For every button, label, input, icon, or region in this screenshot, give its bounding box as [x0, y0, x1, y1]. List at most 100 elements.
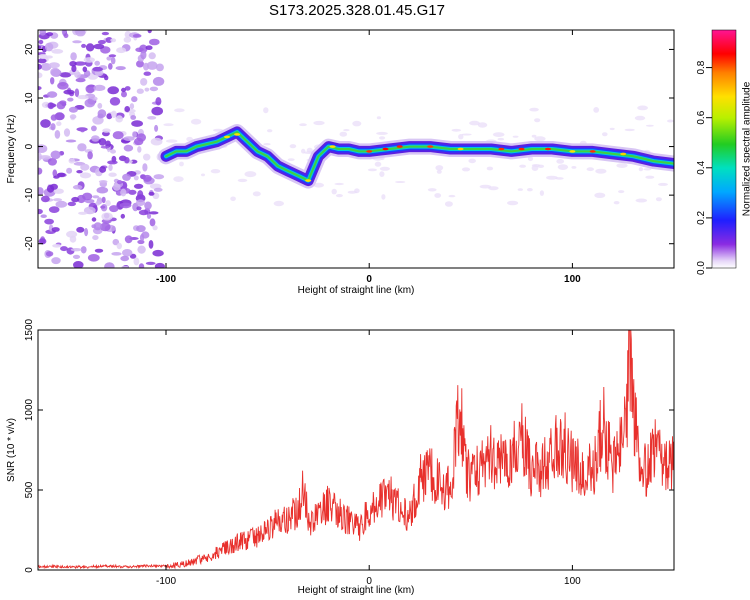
spectrogram-noise-blob	[121, 87, 126, 93]
spectrogram-noise-blob	[112, 131, 124, 140]
spectrogram-noise-blob	[133, 257, 140, 266]
spectrogram-noise-blob	[149, 218, 156, 227]
spectrogram-noise-blob	[142, 163, 148, 172]
spectrogram-noise-blob	[75, 77, 86, 83]
spectrogram-noise-blob	[122, 249, 133, 257]
spectrogram-faint-blob	[379, 166, 390, 171]
spectrogram-noise-blob	[47, 91, 58, 98]
spectrogram-noise-blob	[133, 175, 139, 181]
spectrogram-faint-blob	[527, 156, 534, 162]
spectrogram-faint-blob	[273, 200, 284, 207]
spectrogram-noise-blob	[52, 169, 58, 178]
spectrogram-faint-blob	[497, 137, 505, 141]
spectrogram-noise-blob	[124, 235, 133, 244]
spectrogram-noise-blob	[81, 43, 87, 48]
spectrogram-noise-blob	[80, 128, 85, 133]
spectrogram-noise-blob	[79, 172, 92, 179]
spectrogram-noise-blob	[115, 66, 126, 71]
spectrogram-noise-blob	[82, 66, 88, 73]
spectrogram-noise-blob	[67, 201, 77, 207]
spectrogram-noise-blob	[111, 110, 117, 119]
spectrogram-noise-blob	[38, 167, 43, 175]
spectrogram-noise-blob	[57, 82, 69, 90]
spectrogram-hotspot	[545, 147, 551, 151]
spectrogram-noise-blob	[91, 135, 100, 142]
snr-ytick-label: 1000	[24, 398, 35, 421]
spectrogram-noise-blob	[132, 34, 142, 38]
spectrogram-noise-blob	[60, 246, 68, 252]
spectrogram-noise-blob	[112, 183, 121, 191]
spectrogram-faint-blob	[512, 135, 519, 138]
spectrogram-noise-blob	[123, 36, 132, 43]
spectrogram-noise-blob	[123, 144, 134, 152]
spectrogram-faint-blob	[594, 192, 606, 198]
spectrogram-noise-blob	[44, 42, 54, 52]
spectrogram-noise-blob	[70, 52, 77, 61]
spectrogram-faint-blob	[492, 132, 505, 138]
spectrogram-ytick-label: 0	[24, 143, 35, 149]
spectrogram-noise-blob	[93, 222, 103, 231]
spectrogram-noise-blob	[131, 120, 144, 127]
spectrogram-noise-blob	[108, 164, 113, 172]
spectrogram-faint-blob	[534, 118, 541, 123]
spectrogram-noise-blob	[143, 62, 149, 71]
spectrogram-noise-blob	[139, 234, 145, 242]
spectrogram-faint-blob	[539, 190, 545, 196]
spectrogram-noise-blob	[65, 139, 77, 143]
spectrogram-faint-blob	[210, 169, 221, 174]
spectrogram-noise-blob	[135, 199, 146, 206]
spectrogram-noise-blob	[48, 206, 60, 214]
spectrogram-noise-blob	[94, 248, 104, 253]
spectrogram-noise-blob	[111, 252, 122, 256]
spectrogram-faint-blob	[486, 166, 494, 171]
spectrogram-noise-blob	[106, 56, 112, 61]
spectrogram-ytick-label: -10	[24, 187, 35, 202]
spectrogram-noise-blob	[136, 225, 146, 233]
snr-ytick-label: 500	[24, 481, 35, 498]
spectrogram-faint-blob	[624, 128, 635, 132]
spectrogram-noise-blob	[51, 49, 64, 54]
spectrogram-faint-blob	[469, 120, 480, 126]
spectrogram-faint-blob	[379, 136, 386, 140]
spectrogram-noise-blob	[100, 145, 110, 149]
spectrogram-faint-blob	[645, 175, 655, 179]
spectrogram-noise-blob	[101, 196, 106, 204]
spectrogram-noise-blob	[74, 88, 80, 97]
spectrogram-noise-blob	[135, 47, 144, 53]
spectrogram-noise-blob	[148, 52, 156, 60]
spectrogram-noise-blob	[59, 100, 67, 105]
spectrogram-noise-blob	[92, 66, 103, 72]
spectrogram-noise-blob	[39, 155, 51, 160]
spectrogram-noise-blob	[67, 97, 74, 102]
spectrogram-noise-blob	[96, 186, 109, 194]
spectrogram-noise-blob	[57, 172, 66, 177]
spectrogram-noise-blob	[151, 106, 163, 116]
spectrogram-faint-blob	[531, 134, 537, 138]
spectrogram-noise-blob	[72, 184, 83, 190]
spectrogram-noise-blob	[133, 183, 144, 189]
spectrogram-faint-blob	[479, 184, 492, 189]
spectrogram-noise-blob	[40, 195, 50, 203]
spectrogram-noise-blob	[102, 128, 111, 133]
spectrogram-faint-blob	[379, 171, 385, 178]
spectrogram-noise-blob	[110, 38, 117, 43]
spectrogram-noise-blob	[146, 61, 158, 70]
spectrogram-faint-blob	[643, 168, 652, 171]
spectrogram-hotspot	[498, 147, 505, 151]
spectrogram-noise-blob	[116, 242, 123, 250]
spectrogram-noise-blob	[101, 31, 109, 36]
spectrogram-noise-blob	[109, 205, 119, 213]
spectrogram-noise-blob	[144, 87, 150, 92]
snr-ytick-label: 0	[24, 567, 35, 573]
spectrogram-faint-blob	[635, 198, 648, 203]
spectrogram-faint-blob	[263, 107, 269, 114]
spectrogram-noise-blob	[119, 202, 132, 209]
spectrogram-faint-blob	[289, 144, 297, 149]
spectrogram-faint-blob	[287, 158, 295, 162]
spectrogram-noise-blob	[153, 174, 165, 180]
spectrogram-noise-blob	[120, 213, 126, 219]
spectrogram-frame	[37, 29, 675, 269]
spectrogram-noise	[38, 30, 674, 268]
